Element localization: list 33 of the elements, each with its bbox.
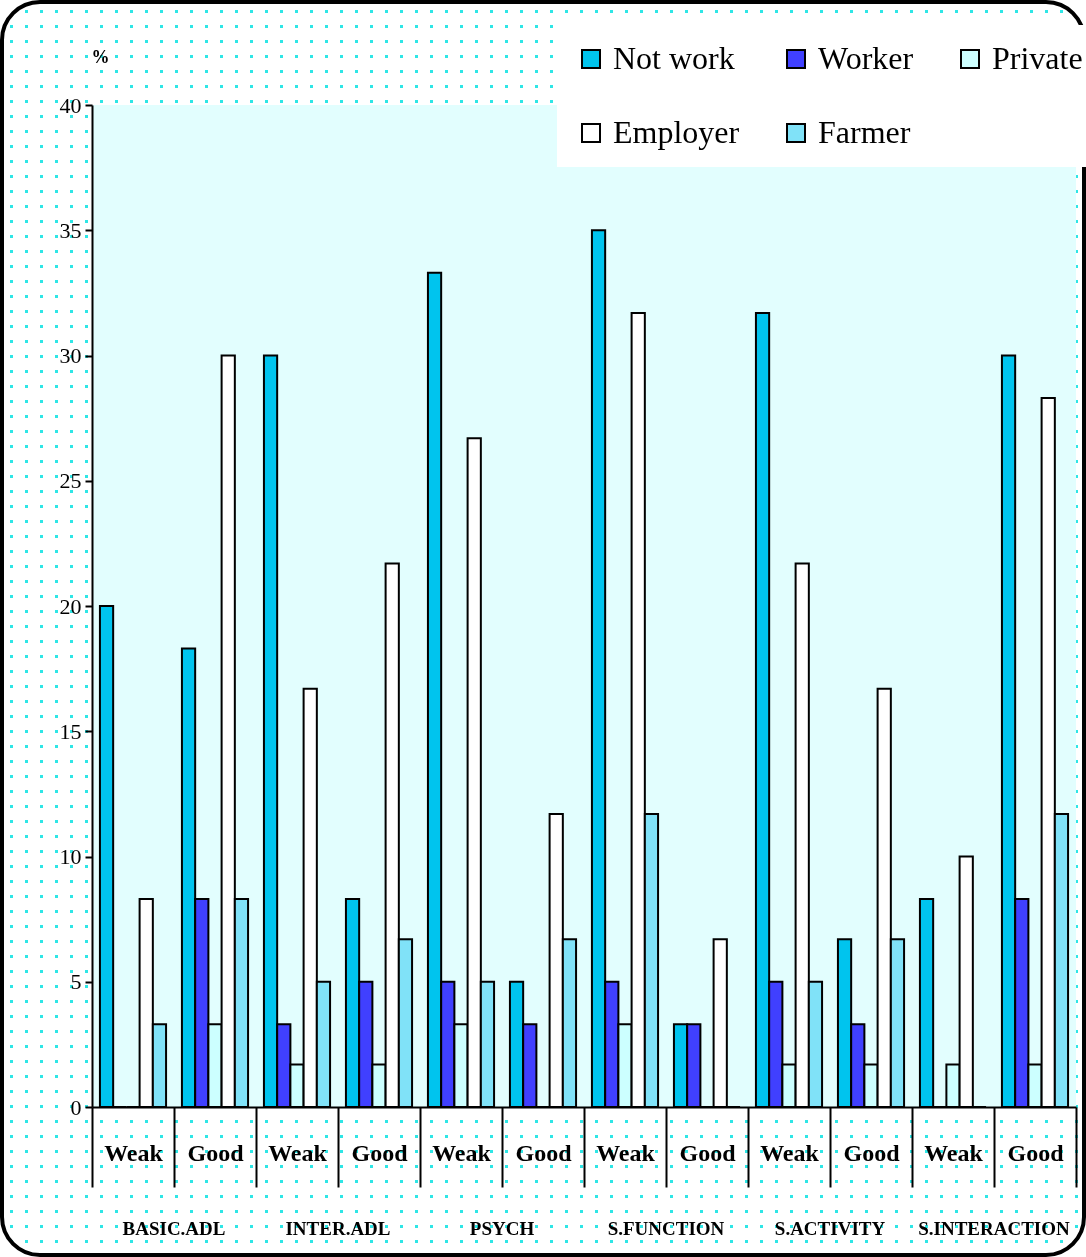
x-tick-label: Weak: [432, 1139, 492, 1166]
y-tick-label: 40: [59, 92, 82, 118]
y-axis-title: %: [91, 46, 110, 67]
x-tick-label: Good: [187, 1139, 245, 1166]
y-tick-label: 25: [59, 468, 82, 494]
y-tick-label: 20: [59, 593, 82, 619]
y-tick-label: 5: [70, 969, 82, 995]
text: PSYCH: [469, 1218, 535, 1239]
legend-label: Farmer: [818, 114, 911, 150]
text: S.INTERACTION: [918, 1218, 1071, 1239]
x-tick-label: Good: [843, 1139, 901, 1166]
x-tick-label: Weak: [596, 1139, 656, 1166]
x-tick-label: Weak: [760, 1139, 820, 1166]
text: S.FUNCTION: [607, 1218, 725, 1239]
legend-label: Private: [992, 40, 1083, 76]
legend-label: Worker: [818, 40, 914, 76]
x-tick-label: Good: [351, 1139, 409, 1166]
text: S.ACTIVITY: [774, 1218, 886, 1239]
y-tick-label: 15: [59, 718, 82, 744]
x-tick-label: Weak: [924, 1139, 984, 1166]
y-tick-label: 35: [59, 217, 82, 243]
x-tick-label: Weak: [268, 1139, 328, 1166]
y-tick-label: 30: [59, 343, 82, 368]
x-tick-label: Good: [679, 1139, 737, 1166]
y-tick-label: 0: [70, 1094, 82, 1120]
y-tick-label: 10: [59, 844, 82, 869]
text: BASIC.ADL: [122, 1218, 226, 1239]
text: INTER.ADL: [285, 1218, 391, 1239]
legend-label: Not work: [613, 40, 735, 76]
x-tick-label: Good: [1007, 1139, 1065, 1166]
legend-label: Employer: [613, 114, 740, 150]
x-tick-label: Weak: [104, 1139, 164, 1166]
x-tick-label: Good: [515, 1139, 573, 1166]
